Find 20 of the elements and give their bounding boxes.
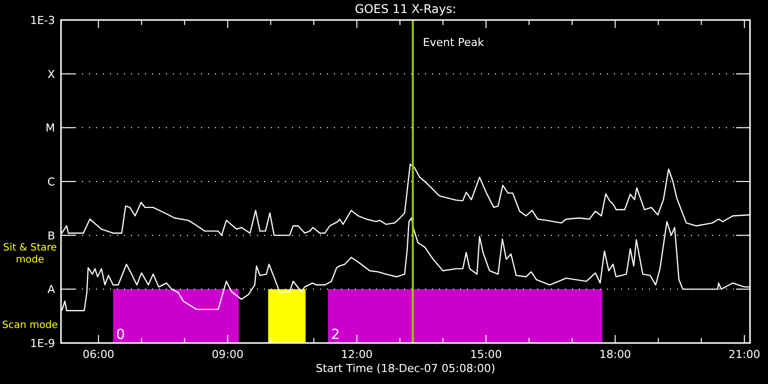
y-tick-label: M xyxy=(46,122,55,135)
x-tick-label: 21:00 xyxy=(728,348,760,361)
y-tick-label: A xyxy=(47,283,56,296)
x-axis-title: Start Time (18-Dec-07 05:08:00) xyxy=(316,362,496,375)
y-tick-label: 1E-9 xyxy=(30,337,55,350)
x-tick-label: 18:00 xyxy=(599,348,632,361)
band-label: 0 xyxy=(116,327,126,343)
x-tick-label: 15:00 xyxy=(470,348,502,361)
y-tick-label: B xyxy=(47,229,55,242)
y-tick-label: C xyxy=(47,176,56,188)
text: Scan mode xyxy=(2,320,58,332)
band-label: 2 xyxy=(330,327,340,343)
ref-line-label: Event Peak xyxy=(422,36,485,49)
x-tick-label: 09:00 xyxy=(212,348,244,361)
x-tick-label: 06:00 xyxy=(82,348,114,361)
chart-title: GOES 11 X-Rays: xyxy=(354,2,456,16)
y-tick-label: 1E-3 xyxy=(30,14,55,27)
y-tick-label: X xyxy=(47,68,56,81)
text: Sit & Stare mode xyxy=(3,242,57,266)
x-tick-label: 12:00 xyxy=(340,348,373,361)
